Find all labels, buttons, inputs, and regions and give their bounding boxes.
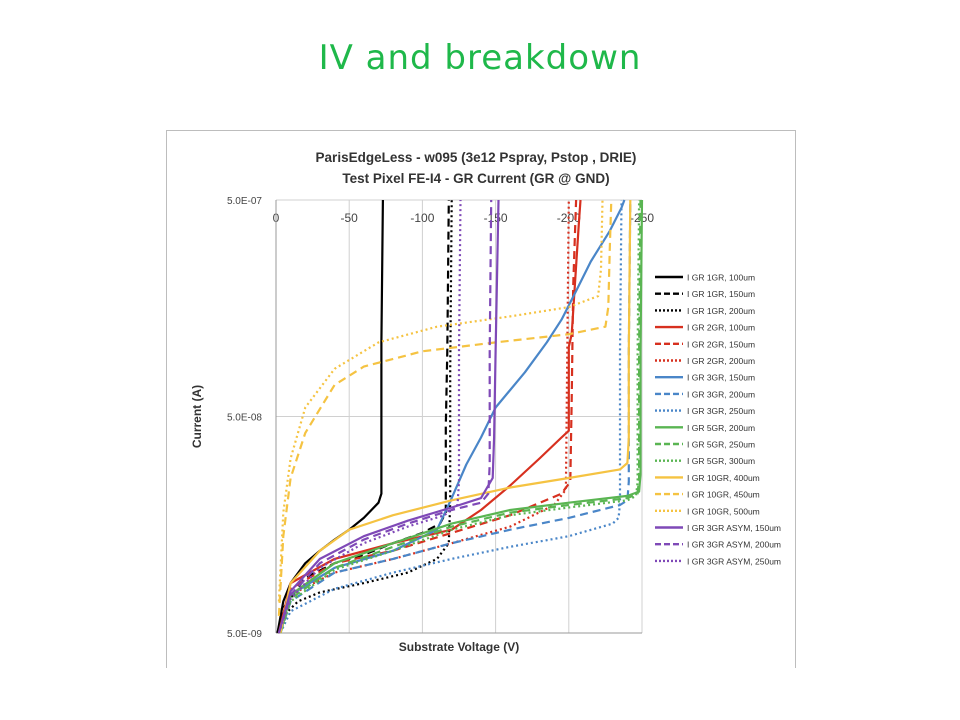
y-axis-label: Current (A) [190,385,204,448]
y-tick-label: 5.0E-07 [227,196,262,207]
legend-label: I GR 3GR, 150um [687,373,755,383]
legend-label: I GR 2GR, 100um [687,323,755,333]
series-line [277,199,500,634]
legend-label: I GR 5GR, 250um [687,440,755,450]
legend-label: I GR 3GR, 250um [687,406,755,416]
legend-label: I GR 1GR, 200um [687,306,755,316]
series-line [279,199,641,634]
series-line [279,199,642,634]
series-line [277,199,582,634]
legend-label: I GR 1GR, 150um [687,289,755,299]
chart-subtitle: Test Pixel FE-I4 - GR Current (GR @ GND) [342,171,609,186]
iv-chart: ParisEdgeLess - w095 (3e12 Pspray, Pstop… [190,150,781,654]
legend-label: I GR 1GR, 100um [687,273,755,283]
chart-frame: ParisEdgeLess - w095 (3e12 Pspray, Pstop… [166,130,796,668]
series-line [277,199,493,634]
axes: 0-50-100-150-200-2505.0E-075.0E-085.0E-0… [227,196,654,640]
legend-label: I GR 5GR, 300um [687,456,755,466]
series-line [277,199,462,634]
series-line [279,199,623,634]
legend-label: I GR 10GR, 400um [687,473,760,483]
legend-label: I GR 3GR ASYM, 150um [687,523,781,533]
legend-label: I GR 3GR ASYM, 200um [687,540,781,550]
series-line [277,199,604,602]
legend-label: I GR 3GR ASYM, 250um [687,556,781,566]
x-tick-label: -50 [341,211,359,225]
legend-label: I GR 2GR, 200um [687,356,755,366]
x-axis-label: Substrate Voltage (V) [399,640,519,654]
legend-label: I GR 10GR, 450um [687,490,760,500]
series-line [277,199,453,634]
legend-label: I GR 5GR, 200um [687,423,755,433]
x-tick-label: -150 [484,211,508,225]
slide-title: IV and breakdown [318,38,642,78]
legend-label: I GR 2GR, 150um [687,339,755,349]
y-tick-label: 5.0E-08 [227,413,262,424]
series-line [277,199,570,634]
series-line [279,199,644,634]
series-group [276,199,644,634]
legend: I GR 1GR, 100um I GR 1GR, 150um I GR 1GR, … [655,273,781,566]
legend-label: I GR 10GR, 500um [687,506,760,516]
legend-label: I GR 3GR, 200um [687,389,755,399]
y-tick-label: 5.0E-09 [227,629,262,640]
x-tick-label: -100 [410,211,434,225]
series-line [279,199,632,634]
chart-title: ParisEdgeLess - w095 (3e12 Pspray, Pstop… [316,150,637,165]
